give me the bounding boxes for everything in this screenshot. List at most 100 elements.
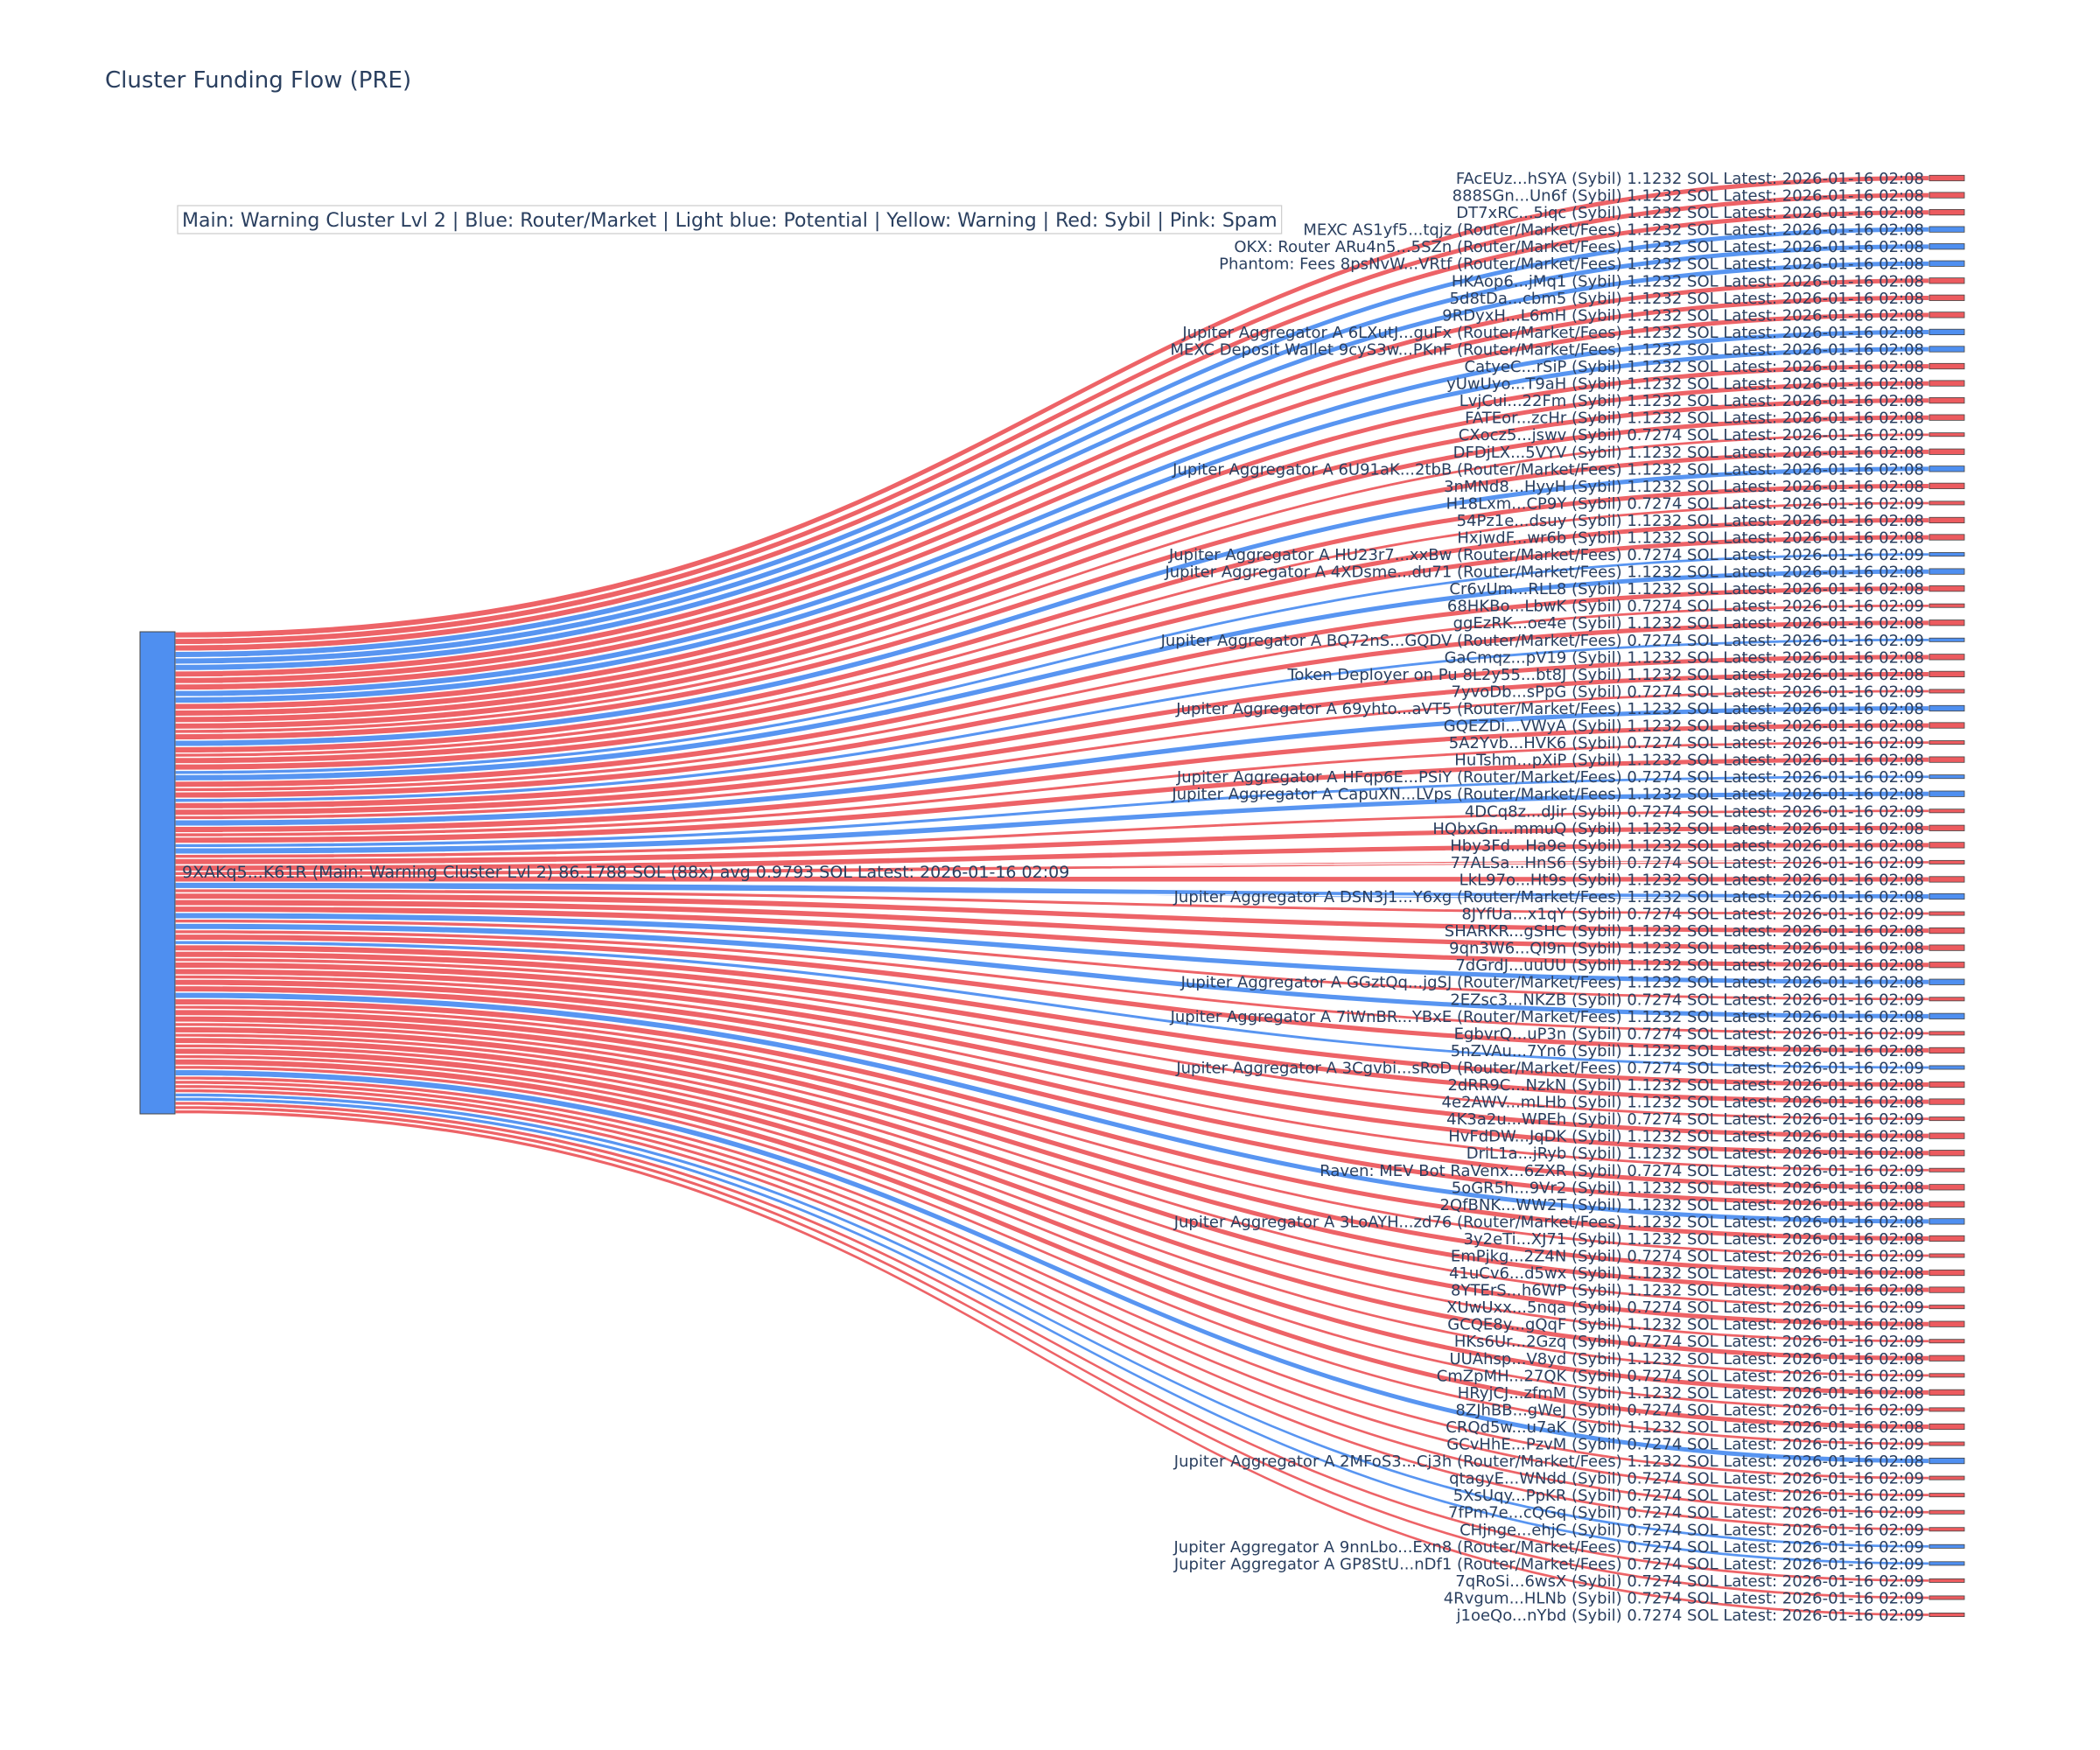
target-node[interactable]	[1928, 637, 1965, 642]
target-node[interactable]	[1928, 1116, 1965, 1122]
target-node[interactable]	[1928, 1065, 1965, 1070]
target-node-label: DT7xRC...5iqc (Sybil) 1.1232 SOL Latest:…	[1456, 204, 1924, 222]
target-node[interactable]	[1928, 1269, 1965, 1277]
target-node[interactable]	[1928, 1132, 1965, 1139]
target-node[interactable]	[1928, 1407, 1965, 1412]
target-node[interactable]	[1928, 756, 1965, 763]
target-node[interactable]	[1928, 1457, 1965, 1465]
target-node[interactable]	[1928, 978, 1965, 985]
target-node[interactable]	[1928, 568, 1965, 575]
target-node[interactable]	[1928, 1046, 1965, 1054]
target-node[interactable]	[1928, 1423, 1965, 1431]
target-node[interactable]	[1928, 1389, 1965, 1396]
target-node[interactable]	[1928, 670, 1965, 677]
target-node[interactable]	[1928, 277, 1965, 284]
target-node[interactable]	[1928, 448, 1965, 455]
target-node[interactable]	[1928, 704, 1965, 712]
target-node[interactable]	[1928, 1200, 1965, 1208]
target-node[interactable]	[1928, 1253, 1965, 1258]
target-node[interactable]	[1928, 1354, 1965, 1362]
target-node-label: HKAop6...jMq1 (Sybil) 1.1232 SOL Latest:…	[1452, 272, 1924, 290]
target-node[interactable]	[1928, 397, 1965, 404]
target-node[interactable]	[1928, 1098, 1965, 1105]
target-node[interactable]	[1928, 603, 1965, 608]
target-node[interactable]	[1928, 774, 1965, 780]
target-node-label: XUwUxx...5nqa (Sybil) 0.7274 SOL Latest:…	[1446, 1298, 1924, 1317]
target-node-label: 7qRoSi...6wsX (Sybil) 0.7274 SOL Latest:…	[1455, 1572, 1924, 1591]
target-node[interactable]	[1928, 859, 1965, 864]
target-node[interactable]	[1928, 328, 1965, 336]
target-node[interactable]	[1928, 312, 1965, 318]
target-node-label: Jupiter Aggregator A 69yhto...aVT5 (Rout…	[1175, 700, 1924, 718]
target-node[interactable]	[1928, 1527, 1965, 1532]
target-node[interactable]	[1928, 466, 1965, 472]
target-node[interactable]	[1928, 174, 1965, 182]
target-node-label: Cr6vUm...RLL8 (Sybil) 1.1232 SOL Latest:…	[1449, 580, 1924, 598]
target-node[interactable]	[1928, 534, 1965, 541]
target-node[interactable]	[1928, 1561, 1965, 1566]
target-node[interactable]	[1928, 1150, 1965, 1157]
target-node[interactable]	[1928, 243, 1965, 250]
target-node[interactable]	[1928, 654, 1965, 661]
target-node[interactable]	[1928, 892, 1965, 900]
target-node[interactable]	[1928, 1218, 1965, 1225]
target-node[interactable]	[1928, 842, 1965, 849]
target-node[interactable]	[1928, 962, 1965, 969]
target-node[interactable]	[1928, 944, 1965, 951]
target-node[interactable]	[1928, 1081, 1965, 1088]
target-node[interactable]	[1928, 1613, 1965, 1617]
target-node-label: 888SGn...Un6f (Sybil) 1.1232 SOL Latest:…	[1452, 187, 1924, 206]
target-node[interactable]	[1928, 722, 1965, 729]
target-node-label: CXocz5...jswv (Sybil) 0.7274 SOL Latest:…	[1459, 426, 1924, 444]
target-node[interactable]	[1928, 927, 1965, 934]
target-node[interactable]	[1928, 585, 1965, 592]
target-node[interactable]	[1928, 790, 1965, 797]
target-node[interactable]	[1928, 620, 1965, 626]
target-node[interactable]	[1928, 500, 1965, 506]
target-node-label: LkL97o...Ht9s (Sybil) 1.1232 SOL Latest:…	[1460, 871, 1924, 889]
target-node[interactable]	[1928, 1184, 1965, 1191]
target-node-label: FAcEUz...hSYA (Sybil) 1.1232 SOL Latest:…	[1456, 170, 1924, 188]
target-node[interactable]	[1928, 911, 1965, 916]
target-node[interactable]	[1928, 552, 1965, 557]
target-node-label: 77ALSa...HnS6 (Sybil) 0.7274 SOL Latest:…	[1451, 854, 1924, 872]
target-node[interactable]	[1928, 1305, 1965, 1310]
target-node[interactable]	[1928, 208, 1965, 216]
target-node[interactable]	[1928, 1595, 1965, 1600]
chart-title: Cluster Funding Flow (PRE)	[105, 67, 411, 94]
target-node[interactable]	[1928, 192, 1965, 199]
target-node[interactable]	[1928, 997, 1965, 1002]
target-node[interactable]	[1928, 1441, 1965, 1446]
target-node[interactable]	[1928, 1286, 1965, 1293]
target-node[interactable]	[1928, 1167, 1965, 1172]
target-node[interactable]	[1928, 516, 1965, 524]
target-node[interactable]	[1928, 876, 1965, 883]
target-node[interactable]	[1928, 1012, 1965, 1019]
target-node[interactable]	[1928, 1339, 1965, 1344]
target-node[interactable]	[1928, 1320, 1965, 1327]
target-node[interactable]	[1928, 432, 1965, 438]
target-node[interactable]	[1928, 1235, 1965, 1242]
target-node[interactable]	[1928, 414, 1965, 421]
target-node[interactable]	[1928, 1544, 1965, 1549]
target-node[interactable]	[1928, 1373, 1965, 1378]
target-node[interactable]	[1928, 808, 1965, 814]
target-node[interactable]	[1928, 1578, 1965, 1583]
target-node-label: LvjCui...22Fm (Sybil) 1.1232 SOL Latest:…	[1460, 392, 1924, 410]
target-node[interactable]	[1928, 294, 1965, 301]
target-node[interactable]	[1928, 1493, 1965, 1498]
target-node[interactable]	[1928, 689, 1965, 694]
target-node[interactable]	[1928, 824, 1965, 831]
target-node[interactable]	[1928, 740, 1965, 746]
target-node[interactable]	[1928, 380, 1965, 387]
target-node[interactable]	[1928, 1475, 1965, 1480]
target-node[interactable]	[1928, 226, 1965, 233]
target-node[interactable]	[1928, 362, 1965, 370]
target-node[interactable]	[1928, 260, 1965, 267]
target-node[interactable]	[1928, 1031, 1965, 1036]
target-node[interactable]	[1928, 482, 1965, 489]
source-node[interactable]	[139, 631, 176, 1115]
target-node[interactable]	[1928, 1509, 1965, 1515]
target-node-label: MEXC AS1yf5...tqjz (Router/Market/Fees) …	[1303, 221, 1924, 240]
target-node[interactable]	[1928, 346, 1965, 353]
